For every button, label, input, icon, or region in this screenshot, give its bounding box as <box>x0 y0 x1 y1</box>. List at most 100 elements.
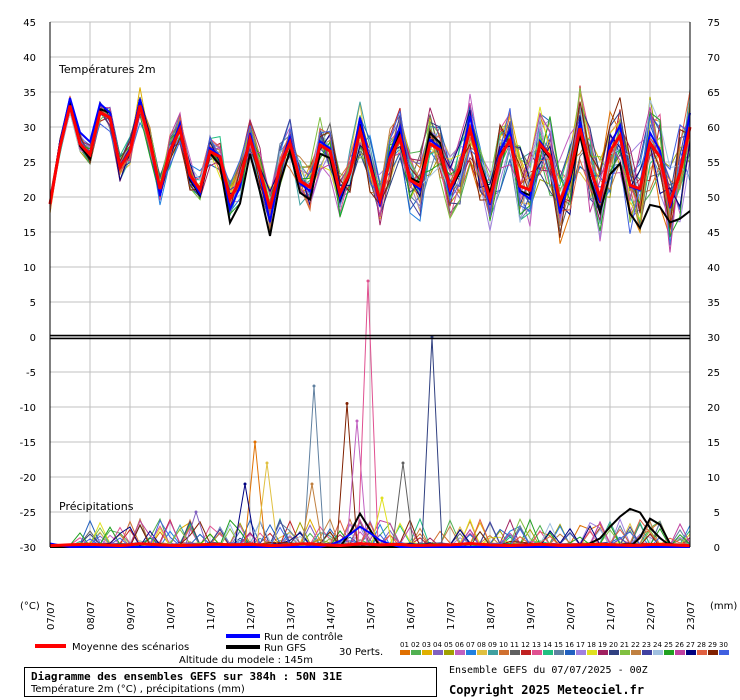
mean-temp-line <box>48 105 692 209</box>
x-tick-label: 16/07 <box>406 601 417 630</box>
x-tick-label: 11/07 <box>206 601 217 630</box>
legend-mean-label: Moyenne des scénarios <box>72 641 189 653</box>
precip-peak-point <box>312 384 316 388</box>
y-left-tick-label: -15 <box>20 438 36 449</box>
x-tick-label: 12/07 <box>246 601 257 630</box>
x-tick-label: 17/07 <box>446 601 457 630</box>
pert-legend-label: 14 <box>543 641 552 649</box>
precip-peak-point <box>380 496 384 500</box>
perturbation-legend: 01 02 03 04 05 06 07 08 09 10 11 12 13 14 15 16 17 18 19 20… <box>400 641 729 655</box>
pert-legend-label: 27 <box>686 641 695 649</box>
pert-legend-swatch <box>543 650 553 655</box>
y-right-tick-label: 45 <box>707 228 720 239</box>
altitude-label: Altitude du modele : 145m <box>179 655 313 665</box>
x-tick-label: 23/07 <box>686 601 697 630</box>
pert-legend-label: 26 <box>675 641 684 649</box>
left-unit-label: (°C) <box>20 601 40 612</box>
pert-legend-swatch <box>444 650 454 655</box>
y-left-tick-label: -10 <box>20 403 36 414</box>
pert-legend-label: 06 <box>455 641 464 649</box>
precip-peak-point <box>401 461 405 465</box>
control-precip-line <box>49 525 690 548</box>
x-tick-label: 10/07 <box>166 601 177 630</box>
x-tick-label: 08/07 <box>86 601 97 630</box>
pert-legend-label: 13 <box>532 641 541 649</box>
pert-legend-swatch <box>422 650 432 655</box>
precipitation-label: Précipitations <box>59 500 134 513</box>
pert-legend-label: 10 <box>499 641 508 649</box>
y-right-tick-label: 55 <box>707 158 720 169</box>
pert-legend-label: 19 <box>598 641 607 649</box>
x-tick-label: 18/07 <box>486 601 497 630</box>
pert-legend-swatch <box>664 650 674 655</box>
pert-legend-swatch <box>532 650 542 655</box>
x-tick-label: 15/07 <box>366 601 377 630</box>
pert-legend-label: 17 <box>576 641 585 649</box>
pert-legend-label: 20 <box>609 641 618 649</box>
pert-legend-label: 18 <box>587 641 596 649</box>
perts-label: 30 Perts. <box>339 647 383 658</box>
pert-legend-swatch <box>400 650 410 655</box>
y-right-tick-label: 0 <box>714 543 720 554</box>
pert-legend-swatch <box>642 650 652 655</box>
pert-legend-swatch <box>565 650 575 655</box>
y-left-tick-label: 0 <box>30 333 36 344</box>
y-left-tick-label: 20 <box>23 193 36 204</box>
pert-legend-label: 11 <box>510 641 519 649</box>
footer-title-box: Diagramme des ensembles GEFS sur 384h : … <box>24 667 437 697</box>
precip-peak-point <box>355 419 359 423</box>
x-tick-label: 13/07 <box>286 601 297 630</box>
pert-legend-label: 24 <box>653 641 662 649</box>
y-right-tick-label: 70 <box>707 53 720 64</box>
mean-precip-line <box>49 541 691 548</box>
precip-peak-point <box>194 510 198 514</box>
pert-legend-label: 21 <box>620 641 629 649</box>
y-right-tick-label: 60 <box>707 123 720 134</box>
y-left-tick-label: 40 <box>23 53 36 64</box>
precip-peak-point <box>345 402 349 405</box>
x-tick-label: 14/07 <box>326 601 337 630</box>
y-left-tick-label: 15 <box>23 228 36 239</box>
precip-peak-point <box>243 482 247 486</box>
y-right-tick-label: 50 <box>707 193 720 204</box>
precip-peak-point <box>253 440 257 444</box>
precip-peak-point <box>310 482 314 486</box>
pert-legend-swatch <box>554 650 564 655</box>
pert-legend-label: 05 <box>444 641 453 649</box>
y-left-tick-label: 35 <box>23 88 36 99</box>
y-left-tick-label: 10 <box>23 263 36 274</box>
pert-legend-label: 25 <box>664 641 673 649</box>
pert-legend-label: 30 <box>719 641 728 649</box>
y-left-tick-label: -30 <box>20 543 36 554</box>
y-right-tick-label: 15 <box>707 438 720 449</box>
temperature-label: Températures 2m <box>58 63 156 76</box>
legend-control-label: Run de contrôle <box>264 631 343 643</box>
legend-gfs-label: Run GFS <box>264 643 306 654</box>
precip-peak-point <box>265 461 269 465</box>
y-right-tick-label: 65 <box>707 88 720 99</box>
y-left-tick-label: -25 <box>20 508 36 519</box>
pert-legend-label: 08 <box>477 641 486 649</box>
pert-legend-swatch <box>697 650 707 655</box>
pert-legend-swatch <box>620 650 630 655</box>
x-tick-label: 09/07 <box>126 601 137 630</box>
y-left-tick-label: -20 <box>20 473 36 484</box>
x-tick-label: 21/07 <box>606 601 617 630</box>
pert-legend-swatch <box>686 650 696 655</box>
copyright: Copyright 2025 Meteociel.fr <box>449 683 645 697</box>
pert-legend-label: 07 <box>466 641 475 649</box>
pert-legend-label: 16 <box>565 641 574 649</box>
pert-legend-label: 22 <box>631 641 640 649</box>
pert-legend-label: 29 <box>708 641 717 649</box>
y-right-tick-label: 35 <box>707 298 720 309</box>
ensemble-date: Ensemble GEFS du 07/07/2025 - 00Z <box>449 665 648 676</box>
pert-legend-swatch <box>587 650 597 655</box>
pert-legend-label: 04 <box>433 641 442 649</box>
pert-legend-swatch <box>477 650 487 655</box>
y-right-tick-label: 20 <box>707 403 720 414</box>
pert-legend-swatch <box>598 650 608 655</box>
series-layer <box>48 85 692 548</box>
x-tick-label: 20/07 <box>566 601 577 630</box>
y-right-tick-label: 5 <box>714 508 720 519</box>
